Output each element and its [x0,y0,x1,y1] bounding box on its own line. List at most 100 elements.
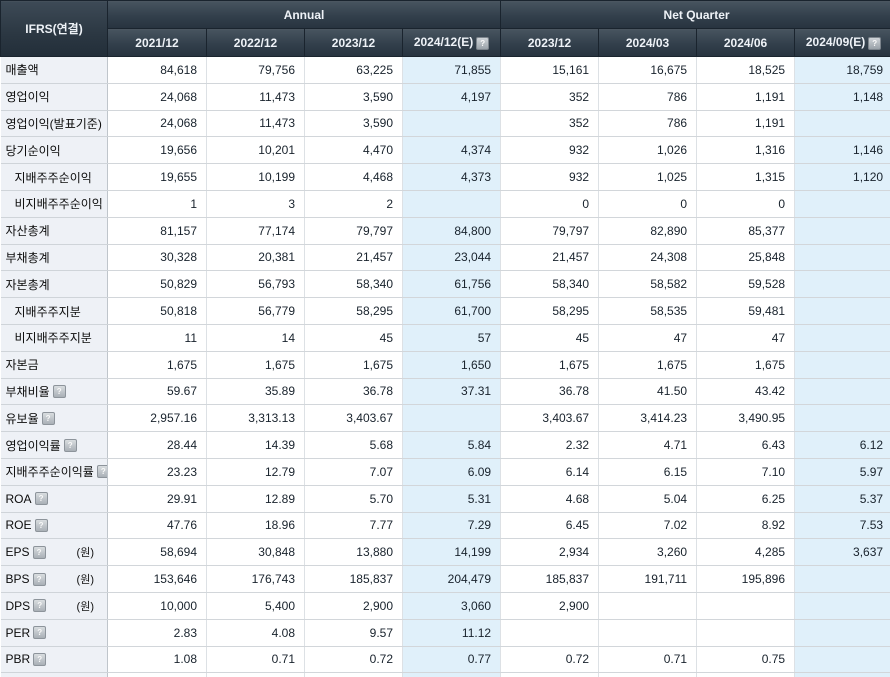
value-cell [794,110,890,138]
value-cell: 6.45 [500,512,600,540]
column-group-annual: Annual [106,0,502,29]
help-icon[interactable]: ? [33,652,47,666]
table-row: 부채비율? 59.67 35.89 36.78 37.31 36.78 41.50 43.42 [0,378,890,406]
value-cell: 1,675 [107,351,207,379]
row-label-text: 비지배주주지분 [14,331,92,346]
value-cell: 4,374 [402,136,502,165]
row-label: 자본금 [0,351,108,379]
value-cell: 0.71 [206,646,305,674]
value-cell: 1,148 [794,83,890,111]
column-header-label: 2023/12 [527,35,572,50]
row-label: 지배주주지분 [0,297,108,325]
value-cell: 11.12 [402,619,502,647]
value-cell: 20,381 [206,244,305,272]
value-cell: 4,285 [696,538,796,567]
value-cell [794,190,890,218]
value-cell: 59.67 [107,378,207,406]
row-label: 매출액 [0,56,108,84]
value-cell: 6.43 [696,431,796,459]
table-row: BPS? (원) 153,646 176,743 185,837 204,479 185,8… [0,565,890,593]
value-cell [696,672,796,677]
help-icon[interactable]: ? [32,572,46,586]
column-header-label: 2024/06 [723,35,768,50]
help-icon[interactable]: ? [34,518,48,532]
value-cell: 8.92 [696,512,796,540]
table-row: 자본금 1,675 1,675 1,675 1,650 1,675 1,675 1,675 [0,351,890,379]
value-cell: 24,308 [598,244,698,272]
value-cell: 3,060 [402,592,502,620]
value-cell: 58,582 [598,270,698,299]
value-cell: 9.57 [304,619,403,647]
row-label: 유보율? [0,404,108,433]
help-icon[interactable]: ? [476,36,490,50]
value-cell: 7.10 [696,458,796,486]
value-cell: 58,340 [304,270,403,299]
value-cell: 3,313.13 [206,404,305,433]
value-cell: 19,655 [107,163,207,191]
help-icon[interactable]: ? [41,411,55,425]
value-cell: 37.31 [402,378,502,406]
table-row: 영업이익률? 28.44 14.39 5.68 5.84 2.32 4.71 6.43 6.12 [0,431,890,459]
help-icon[interactable]: ? [868,36,882,50]
help-icon[interactable]: ? [32,545,46,559]
value-cell: 786 [598,83,698,111]
help-icon[interactable]: ? [34,492,48,506]
row-label: 부채비율? [0,378,108,406]
value-cell: 58,535 [598,297,698,325]
value-cell: 45 [500,324,600,352]
value-cell: 11 [107,324,207,352]
help-icon[interactable]: ? [33,599,47,613]
value-cell: 30,328 [107,244,207,272]
value-cell: 61,756 [402,270,502,299]
value-cell: 4,197 [402,83,502,111]
value-cell [402,190,502,218]
row-label-text: 비지배주주순이익 [14,197,103,212]
row-label: 당기순이익 [0,136,108,165]
value-cell: 47 [696,324,796,352]
value-cell: 2,934 [500,538,600,567]
value-cell: 79,756 [206,56,305,84]
help-icon[interactable]: ? [52,384,66,398]
value-cell: 7.02 [598,512,698,540]
value-cell: 58,295 [304,297,403,325]
value-cell: 14,199 [402,538,502,567]
row-label-text: 지배주주지분 [14,304,81,319]
row-label-text: 당기순이익 [5,143,61,158]
value-cell: 45 [304,324,403,352]
value-cell: 71,855 [402,56,502,84]
table-row: PER? 2.83 4.08 9.57 11.12 [0,619,890,647]
column-header-label: 2022/12 [233,35,278,50]
table-row: 당기순이익 19,656 10,201 4,470 4,374 932 1,026 1,316… [0,136,890,165]
value-cell: 195,896 [696,565,796,593]
table-row: 부채총계 30,328 20,381 21,457 23,044 21,457 24,308… [0,244,890,272]
column-header-label: 2024/03 [625,35,670,50]
row-label-text: BPS [5,572,30,587]
row-label: 영업이익(발표기준) [0,110,108,138]
value-cell: 1,675 [206,351,305,379]
row-label-text: 자본총계 [5,277,50,292]
row-label: ROE? [0,512,108,540]
row-label-text: 부채총계 [5,250,50,265]
column-header-0: 2021/12 [107,28,207,57]
value-cell: 3,403.67 [304,404,403,433]
value-cell: 3,414.23 [598,404,698,433]
help-icon[interactable]: ? [63,438,77,452]
value-cell: 21,457 [500,244,600,272]
value-cell: 1,025 [598,163,698,191]
value-cell: 11,473 [206,110,305,138]
row-label-text: ROA [5,491,32,506]
value-cell: 18,525 [696,56,796,84]
row-label: 비지배주주순이익 [0,190,108,218]
value-cell: 1,675 [500,351,600,379]
value-cell: 2 [304,190,403,218]
row-label: PER? [0,619,108,647]
value-cell: 21,457 [304,244,403,272]
value-cell: 3,590 [304,110,403,138]
value-cell: 56,779 [206,297,305,325]
row-unit-label: (원) [76,574,94,587]
value-cell: 5.04 [598,485,698,513]
value-cell: 185,837 [500,565,600,593]
value-cell: 7.29 [402,512,502,540]
help-icon[interactable]: ? [33,626,47,640]
help-icon[interactable]: ? [96,465,107,479]
